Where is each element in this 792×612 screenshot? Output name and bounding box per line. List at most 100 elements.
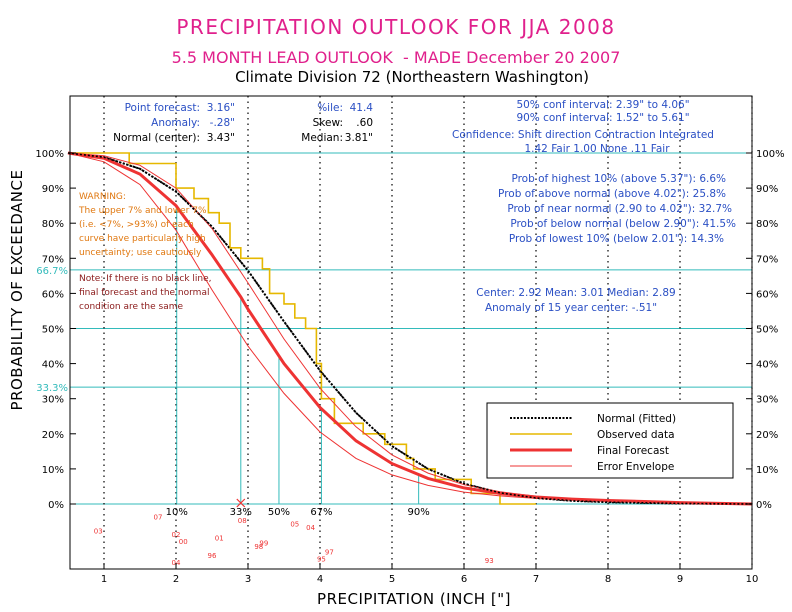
- warning-line-0: WARNING:: [79, 192, 126, 202]
- anomaly-line: Anomaly of 15 year center: -.51": [485, 302, 657, 314]
- mid-stat-label-1: Skew:: [313, 117, 343, 129]
- legend-label-2: Final Forecast: [597, 445, 669, 457]
- ytick-label-right-1: 10%: [756, 465, 778, 476]
- ytick-label-left-8: 80%: [42, 219, 64, 230]
- year-mark-5: 96: [208, 552, 217, 560]
- year-mark-0: 03: [94, 527, 103, 535]
- warning-line-3: curve have particularly high: [79, 234, 206, 244]
- legend: Normal (Fitted) Observed data Final Foreca…: [486, 402, 734, 479]
- warning-line-1: The upper 7% and lower 7%: [78, 206, 207, 216]
- ytick-label-left-6: 60%: [42, 289, 64, 300]
- ytick-label-left-5: 50%: [42, 325, 64, 336]
- percentile-label-0: 10%: [166, 507, 188, 518]
- chart-subtitle: 5.5 MONTH LEAD OUTLOOK - MADE December 2…: [172, 48, 621, 67]
- hline-label-3: 33.3%: [36, 383, 68, 394]
- year-mark-2: 02: [172, 531, 181, 539]
- left-stat-label-0: Point forecast:: [125, 102, 200, 114]
- series-observed-data: [68, 152, 536, 505]
- year-mark-4: 01: [215, 534, 224, 542]
- percentile-label-4: 90%: [408, 507, 430, 518]
- prob-line-3: Prob of below normal (below 2.90"): 41.5…: [510, 218, 736, 230]
- legend-label-0: Normal (Fitted): [597, 413, 676, 425]
- year-mark-3: 00: [179, 538, 188, 546]
- ytick-label-right-8: 80%: [756, 219, 778, 230]
- ytick-label-left-10: 100%: [35, 149, 64, 160]
- series-error-envelope: [67, 152, 753, 505]
- hline-label-1: 66.7%: [36, 266, 68, 277]
- year-mark-1: 07: [154, 513, 163, 521]
- year-mark-11: 04: [306, 524, 315, 532]
- confidence-header: Confidence: Shift direction Contraction …: [452, 129, 714, 141]
- ytick-label-right-9: 90%: [756, 184, 778, 195]
- percentile-label-3: 67%: [310, 507, 332, 518]
- ytick-label-right-0: 0%: [756, 500, 772, 511]
- year-mark-9: 99: [259, 540, 268, 548]
- conf-50: 50% conf interval: 2.39" to 4.06": [516, 99, 689, 111]
- center-marker: [236, 498, 246, 508]
- ytick-label-left-9: 90%: [42, 184, 64, 195]
- year-mark-7: 08: [238, 517, 247, 525]
- series-layer: [67, 151, 753, 506]
- legend-label-3: Error Envelope: [597, 461, 674, 473]
- ytick-label-right-5: 50%: [756, 325, 778, 336]
- prob-line-1: Prob of above normal (above 4.02"): 25.8…: [498, 188, 726, 200]
- ytick-label-right-6: 60%: [756, 289, 778, 300]
- ytick-label-left-1: 10%: [42, 465, 64, 476]
- chart-title: PRECIPITATION OUTLOOK FOR JJA 2008: [176, 15, 615, 39]
- xtick-label-3: 4: [317, 574, 323, 585]
- ytick-label-right-2: 20%: [756, 430, 778, 441]
- prob-line-4: Prob of lowest 10% (below 2.01"): 14.3%: [509, 233, 724, 245]
- grid-layer: [70, 96, 753, 569]
- year-mark-6: 04: [172, 559, 181, 567]
- ytick-label-left-0: 0%: [48, 500, 64, 511]
- xtick-label-9: 10: [746, 574, 759, 585]
- ytick-label-left-2: 20%: [42, 430, 64, 441]
- left-stat-label-2: Normal (center):: [113, 132, 200, 144]
- ytick-label-right-7: 70%: [756, 254, 778, 265]
- mid-stat-value-2: 3.81": [345, 132, 373, 144]
- year-mark-12: 97: [325, 548, 334, 556]
- plot-frame: [69, 95, 753, 570]
- note-line-2: condition are the same: [79, 302, 183, 312]
- left-stat-value-2: 3.43": [207, 132, 235, 144]
- ytick-label-right-4: 40%: [756, 360, 778, 371]
- xtick-label-6: 7: [533, 574, 539, 585]
- left-stat-label-1: Anomaly:: [151, 117, 200, 129]
- conf-90: 90% conf interval: 1.52" to 5.61": [516, 112, 689, 124]
- y-axis-label: PROBABILITY OF EXCEEDANCE: [8, 170, 26, 411]
- note-line-1: final forecast and the normal: [79, 288, 209, 298]
- mid-stat-value-0: 41.4: [350, 102, 374, 114]
- year-mark-8: 98: [254, 543, 263, 551]
- chart-division: Climate Division 72 (Northeastern Washin…: [235, 68, 589, 86]
- ytick-label-right-10: 100%: [756, 149, 785, 160]
- tick-layer: 0% 0% 10% 10% 20% 20% 30% 30% 40% 40% 50% 50% 60% 60%…: [35, 149, 784, 585]
- ytick-label-right-3: 30%: [756, 395, 778, 406]
- prob-line-0: Prob of highest 10% (above 5.37"): 6.6%: [511, 173, 726, 185]
- series-normal-fitted-overlay: [67, 152, 753, 505]
- center-line: Center: 2.92 Mean: 3.01 Median: 2.89: [476, 287, 675, 299]
- year-mark-10: 05: [290, 520, 299, 528]
- x-axis-label: PRECIPITATION (INCH ["]: [317, 590, 511, 608]
- ytick-label-left-4: 40%: [42, 360, 64, 371]
- year-mark-13: 95: [317, 555, 326, 563]
- prob-line-2: Prob of near normal (2.90 to 4.02"): 32.…: [507, 203, 732, 215]
- year-mark-14: 93: [485, 557, 494, 565]
- ytick-label-left-3: 30%: [42, 395, 64, 406]
- xtick-label-7: 8: [605, 574, 611, 585]
- mid-stat-value-1: .60: [356, 117, 373, 129]
- percentile-label-1: 33%: [230, 507, 252, 518]
- mid-stat-label-0: %ile:: [317, 102, 343, 114]
- xtick-label-4: 5: [389, 574, 395, 585]
- xtick-label-0: 1: [101, 574, 107, 585]
- warning-line-4: uncertainty; use cautiously: [79, 248, 202, 258]
- xtick-label-8: 9: [677, 574, 683, 585]
- left-stat-value-0: 3.16": [207, 102, 235, 114]
- note-line-0: Note: If there is no black line,: [79, 274, 212, 284]
- confidence-values: 1.42 Fair 1.00 None .11 Fair: [524, 143, 670, 155]
- xtick-label-2: 3: [245, 574, 251, 585]
- ytick-label-left-7: 70%: [42, 254, 64, 265]
- legend-label-1: Observed data: [597, 429, 675, 441]
- warning-line-2: (i.e. <7%, >93%) of each: [79, 220, 194, 230]
